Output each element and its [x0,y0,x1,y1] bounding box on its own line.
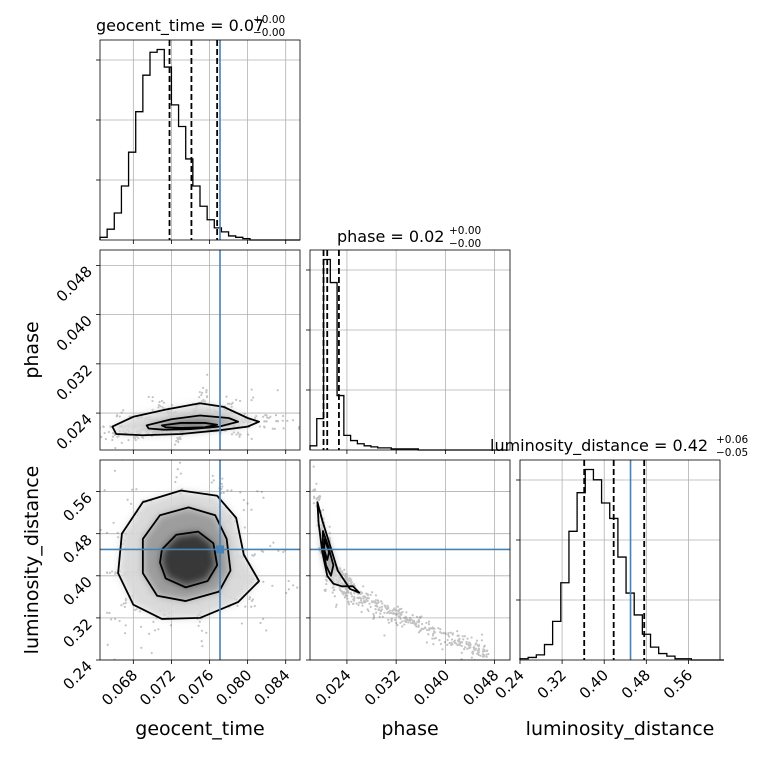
ylabel-phase: phase [21,321,43,378]
title-geocent-time-minus: −0.00 [253,27,285,39]
title-phase-plus: +0.00 [449,225,481,237]
truth-marker [216,545,224,554]
contour-level-0 [316,501,361,594]
title-luminosity-distance-minus: −0.05 [716,447,748,459]
title-geocent-time: geocent_time = 0.07 [96,16,264,36]
ytick-label-luminosity-distance: 0.40 [59,573,95,609]
contour-level-2 [323,538,330,561]
xtick-label-geocent-time: 0.072 [136,666,179,709]
xlabel-geocent-time: geocent_time [135,718,264,740]
density-shading [118,490,260,619]
ytick-label-phase: 0.048 [53,262,96,305]
ytick-label-luminosity-distance: 0.24 [59,657,95,693]
title-phase-minus: −0.00 [449,238,481,250]
xtick-label-geocent-time: 0.068 [98,666,141,709]
pair-phase-vs-luminosity-distance [306,459,511,664]
pair-geocent-time-vs-luminosity-distance [96,459,301,664]
ytick-label-luminosity-distance: 0.32 [59,615,95,651]
ytick-label-phase: 0.024 [53,410,96,453]
xtick-label-luminosity-distance: 0.40 [576,666,612,702]
xtick-label-phase: 0.040 [410,666,453,709]
contour-level-2 [159,530,219,589]
contour-level-1 [145,414,239,431]
xtick-label-geocent-time: 0.076 [174,666,217,709]
ytick-label-luminosity-distance: 0.56 [59,489,95,525]
ytick-label-luminosity-distance: 0.48 [59,531,95,567]
xtick-label-geocent-time: 0.084 [250,666,293,709]
xtick-label-geocent-time: 0.080 [212,666,255,709]
contour-level-0 [117,489,260,620]
xlabel-luminosity-distance: luminosity_distance [526,718,715,740]
xtick-label-luminosity-distance: 0.32 [534,666,570,702]
xtick-label-phase: 0.032 [361,666,404,709]
contour-level-1 [322,530,335,577]
xtick-label-luminosity-distance: 0.48 [618,666,654,702]
hist-geocent-time [96,39,301,244]
xtick-label-phase: 0.024 [312,666,355,709]
pair-geocent-time-vs-phase [96,249,301,454]
title-geocent-time-plus: +0.00 [253,14,285,26]
contour-level-0 [111,402,260,437]
title-phase: phase = 0.02 [337,227,444,246]
contour-level-1 [141,506,232,602]
ytick-label-phase: 0.040 [53,312,96,355]
hist-phase [306,249,511,454]
xtick-label-luminosity-distance: 0.24 [491,666,527,702]
title-luminosity-distance: luminosity_distance = 0.42 [490,436,708,456]
xlabel-phase: phase [381,718,438,740]
contour-level-2 [161,422,219,429]
title-luminosity-distance-plus: +0.06 [716,434,748,446]
ylabel-luminosity-distance: luminosity_distance [21,466,43,655]
hist-step-luminosity-distance [519,468,724,661]
hist-step-geocent-time [99,48,300,241]
hist-luminosity-distance [516,459,724,664]
ytick-label-phase: 0.032 [53,361,96,404]
xtick-label-luminosity-distance: 0.56 [660,666,696,702]
